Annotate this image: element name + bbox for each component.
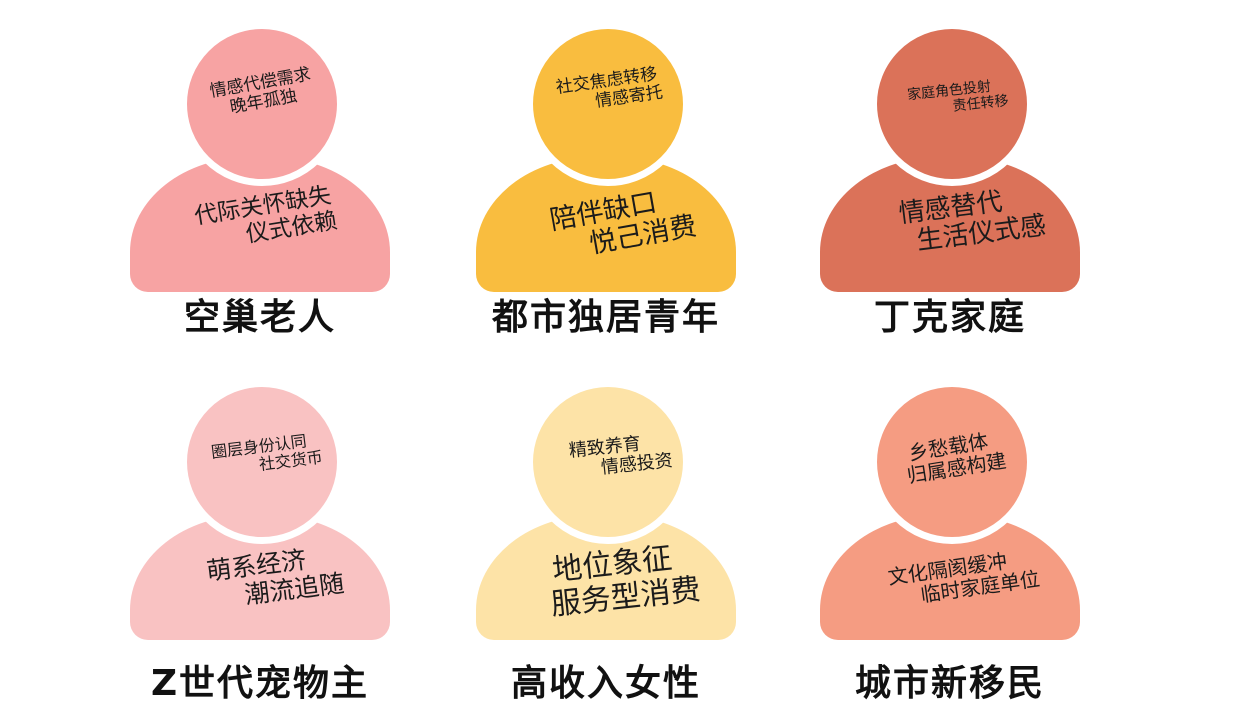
persona-label: 城市新移民	[854, 663, 1045, 704]
person-head	[526, 380, 690, 544]
persona-urban-new-migrants: 乡愁载体 归属感构建 文化隔阂缓冲 临时家庭单位 城市新移民	[800, 380, 1100, 720]
persona-label: 丁克家庭	[873, 297, 1026, 338]
person-icon: 圈层身份认同 社交货币 萌系经济 潮流追随	[110, 380, 410, 660]
person-icon: 乡愁载体 归属感构建 文化隔阂缓冲 临时家庭单位	[800, 380, 1100, 660]
persona-label: 高收入女性	[510, 663, 701, 704]
person-icon: 家庭角色投射 责任转移 情感替代 生活仪式感	[800, 22, 1100, 302]
persona-empty-nest-elderly: 情感代偿需求 晚年孤独 代际关怀缺失 仪式依赖 空巢老人	[110, 22, 410, 362]
person-head	[526, 22, 690, 186]
person-icon: 社交焦虑转移 情感寄托 陪伴缺口 悦己消费	[456, 22, 756, 302]
persona-label: Z世代宠物主	[150, 663, 370, 704]
person-icon: 精致养育 情感投资 地位象征 服务型消费	[456, 380, 756, 660]
person-head	[870, 22, 1034, 186]
persona-high-income-women: 精致养育 情感投资 地位象征 服务型消费 高收入女性	[456, 380, 756, 720]
persona-label: 空巢老人	[183, 297, 336, 338]
persona-genz-pet-owner: 圈层身份认同 社交货币 萌系经济 潮流追随 Z世代宠物主	[110, 380, 410, 720]
person-head	[180, 22, 344, 186]
persona-dink-family: 家庭角色投射 责任转移 情感替代 生活仪式感 丁克家庭	[800, 22, 1100, 362]
person-head	[870, 380, 1034, 544]
person-icon: 情感代偿需求 晚年孤独 代际关怀缺失 仪式依赖	[110, 22, 410, 302]
persona-urban-single-youth: 社交焦虑转移 情感寄托 陪伴缺口 悦己消费 都市独居青年	[456, 22, 756, 362]
persona-label: 都市独居青年	[491, 297, 720, 338]
person-head	[180, 380, 344, 544]
